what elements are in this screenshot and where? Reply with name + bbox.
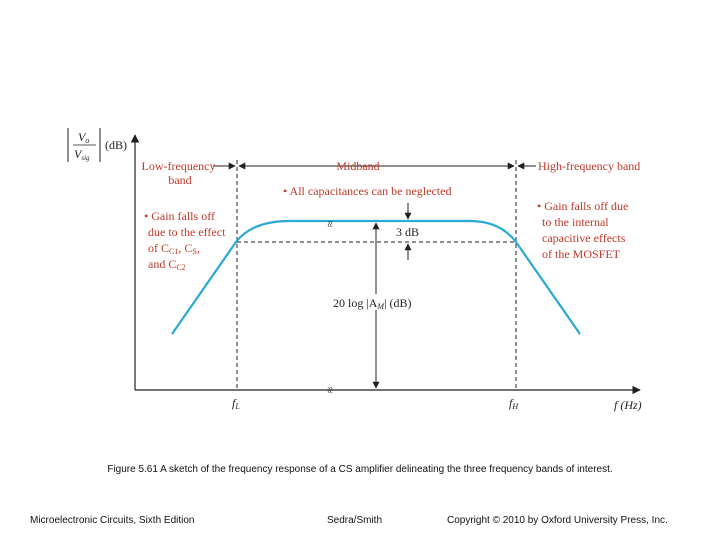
y-denominator: V <box>74 147 83 161</box>
fH-label: fH <box>509 396 519 411</box>
y-axis-unit: (dB) <box>105 138 127 152</box>
gain-label: 20 log |AM| (dB) <box>333 296 411 311</box>
break-symbol-top: ≈ <box>323 221 337 228</box>
break-symbol-bottom: ≈ <box>323 387 337 394</box>
mid-band-label: Midband <box>336 159 379 173</box>
figure-caption: Figure 5.61 A sketch of the frequency re… <box>107 464 613 475</box>
fL-label: fL <box>232 396 240 411</box>
frequency-response-curve <box>171 219 581 335</box>
y-numerator-sub: o <box>85 136 89 145</box>
low-band-label: Low-frequency band <box>142 159 219 187</box>
x-axis-label: f (Hz) <box>614 398 642 412</box>
y-axis-label: Vo Vsig (dB) <box>67 128 127 162</box>
y-denominator-sub: sig <box>81 154 90 162</box>
high-band-note: • Gain falls off due to the internal cap… <box>537 199 631 261</box>
svg-text:Vsig: Vsig <box>74 147 90 162</box>
footer-book-title: Microelectronic Circuits, Sixth Edition <box>30 515 195 526</box>
high-band-label: High-frequency band <box>538 159 640 173</box>
three-db-label: 3 dB <box>396 225 419 239</box>
svg-text:Vo: Vo <box>78 130 89 145</box>
midband-note: • All capacitances can be neglected <box>283 184 451 198</box>
footer-authors: Sedra/Smith <box>327 515 383 526</box>
low-band-note: • Gain falls off due to the effect of CC… <box>144 209 228 272</box>
y-numerator: V <box>78 130 87 144</box>
footer-copyright: Copyright © 2010 by Oxford University Pr… <box>447 515 668 526</box>
